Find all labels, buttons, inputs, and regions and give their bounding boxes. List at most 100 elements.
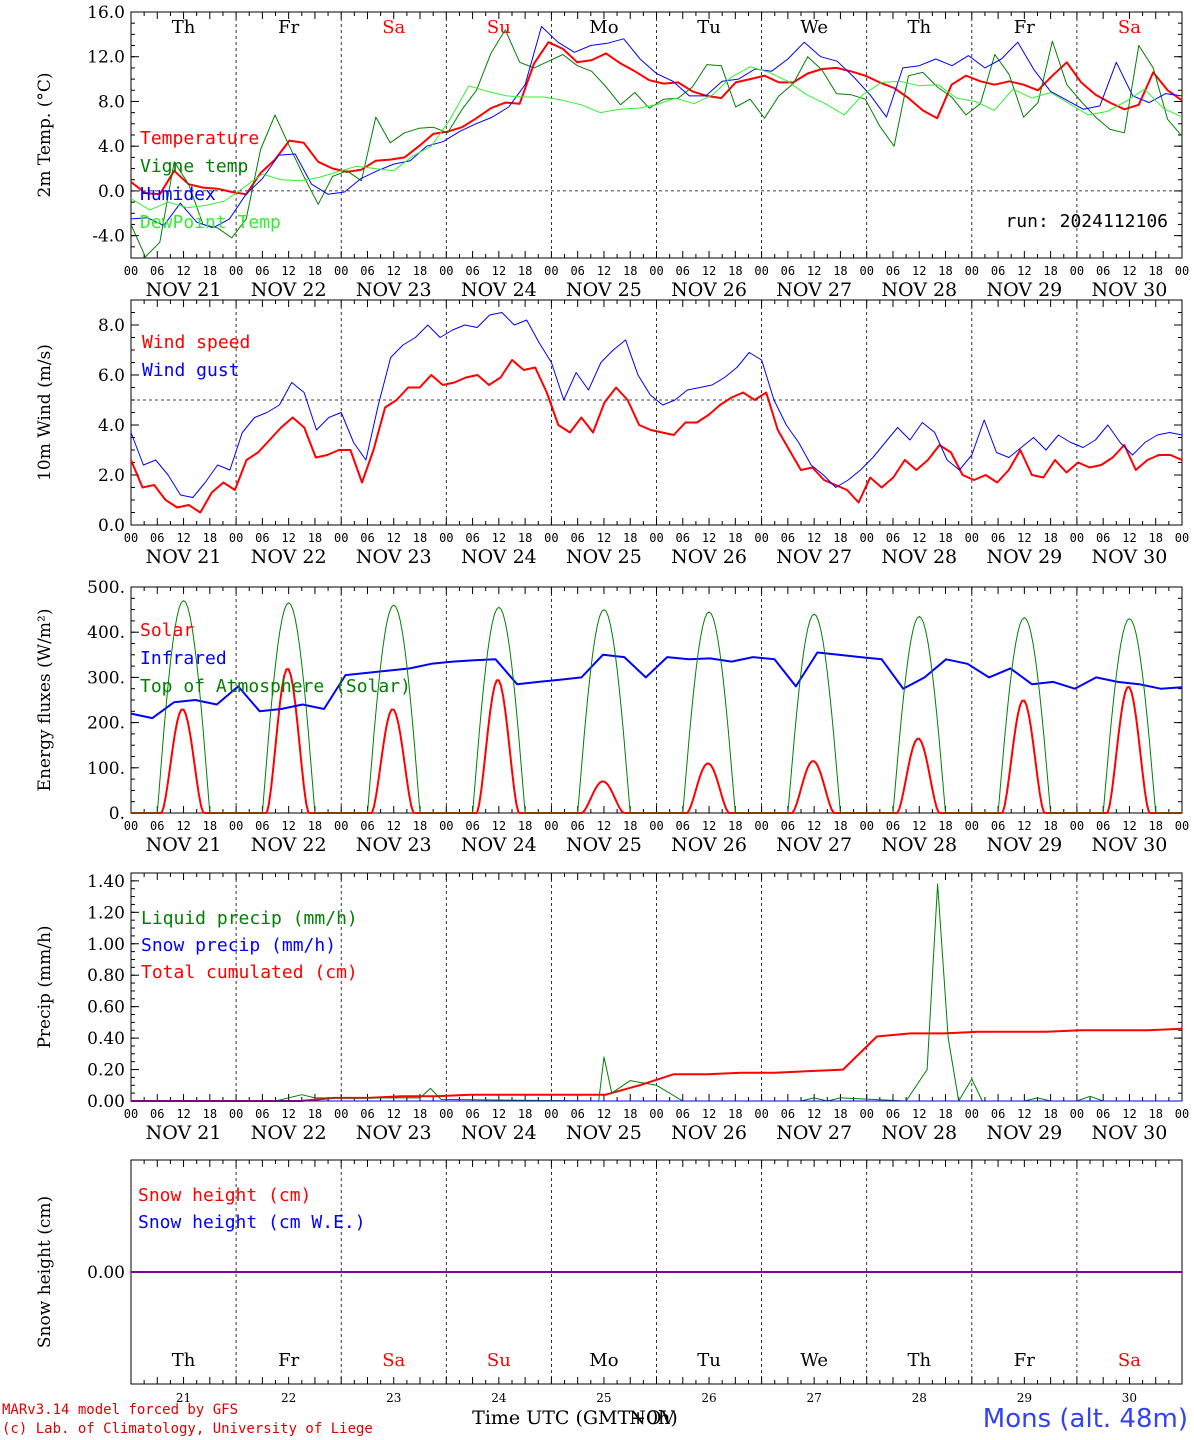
hour-tick-label: 18 — [728, 264, 742, 278]
weekday-label: Fr — [1014, 17, 1035, 38]
weekday-label: Mo — [589, 17, 618, 38]
date-label: NOV 28 — [881, 834, 957, 856]
hour-tick-label: 18 — [308, 819, 322, 833]
hour-tick-label: 12 — [597, 264, 611, 278]
hour-tick-label: 00 — [1070, 264, 1084, 278]
date-label: NOV 23 — [356, 279, 432, 301]
hour-tick-label: 12 — [176, 531, 190, 545]
hour-tick-label: 18 — [1148, 1107, 1162, 1121]
date-label: NOV 24 — [461, 546, 537, 568]
weekday-label-bottom: We — [800, 1350, 828, 1371]
hour-tick-label: 12 — [597, 1107, 611, 1121]
x-axis-label: Time UTC (GMT+0h) — [472, 1407, 678, 1429]
hour-tick-label: 12 — [702, 819, 716, 833]
date-label: NOV 28 — [881, 279, 957, 301]
y-axis-label: Precip (mm/h) — [35, 925, 55, 1048]
hour-tick-label: 12 — [1122, 819, 1136, 833]
weekday-label-bottom: Fr — [278, 1350, 299, 1371]
hour-tick-label: 18 — [1148, 819, 1162, 833]
y-axis-label: 2m Temp. (°C) — [35, 72, 55, 197]
station-label: Mons (alt. 48m) — [983, 1404, 1188, 1434]
hour-tick-label: 00 — [1070, 531, 1084, 545]
legend-entry: Liquid precip (mm/h) — [141, 908, 358, 929]
hour-tick-label: 12 — [176, 1107, 190, 1121]
hour-tick-label: 06 — [676, 264, 690, 278]
date-label: NOV 25 — [566, 834, 642, 856]
hour-tick-label: 00 — [124, 264, 138, 278]
y-tick-label: 4.0 — [98, 416, 125, 436]
hour-tick-label: 00 — [1175, 264, 1189, 278]
hour-tick-label: 18 — [623, 819, 637, 833]
hour-tick-label: 06 — [360, 531, 374, 545]
legend-entry: Infrared — [140, 648, 227, 669]
hour-tick-label: 12 — [1017, 264, 1031, 278]
date-label: NOV 27 — [776, 546, 852, 568]
y-tick-label: 0.0 — [98, 182, 125, 202]
weekday-label-bottom: Fr — [1014, 1350, 1035, 1371]
date-label: NOV 29 — [986, 834, 1062, 856]
weekday-label: Th — [172, 17, 196, 38]
hour-tick-label: 06 — [1096, 1107, 1110, 1121]
day-number: 22 — [281, 1391, 296, 1405]
y-tick-label: 0.20 — [87, 1061, 125, 1081]
hour-tick-label: 12 — [807, 1107, 821, 1121]
hour-tick-label: 06 — [676, 1107, 690, 1121]
hour-tick-label: 00 — [754, 819, 768, 833]
hour-tick-label: 12 — [702, 531, 716, 545]
date-label: NOV 27 — [776, 834, 852, 856]
hour-tick-label: 12 — [912, 531, 926, 545]
series-line-dewpoint-temp — [130, 66, 1183, 211]
legend-entry: DewPoint Temp — [140, 212, 281, 233]
hour-tick-label: 00 — [229, 1107, 243, 1121]
date-label: NOV 29 — [986, 279, 1062, 301]
hour-tick-label: 18 — [623, 1107, 637, 1121]
hour-tick-label: 12 — [387, 1107, 401, 1121]
hour-tick-label: 06 — [991, 531, 1005, 545]
hour-tick-label: 18 — [518, 819, 532, 833]
day-number: 21 — [176, 1391, 191, 1405]
legend-entry: Temperature — [140, 128, 259, 149]
hour-tick-label: 00 — [649, 1107, 663, 1121]
date-label: NOV 22 — [251, 834, 327, 856]
hour-tick-label: 12 — [807, 531, 821, 545]
hour-tick-label: 18 — [1043, 819, 1057, 833]
hour-tick-label: 18 — [833, 264, 847, 278]
day-number: 28 — [912, 1391, 927, 1405]
y-tick-label: -4.0 — [92, 227, 125, 247]
hour-tick-label: 06 — [886, 1107, 900, 1121]
date-label: NOV 30 — [1092, 834, 1168, 856]
date-label: NOV 26 — [671, 834, 747, 856]
hour-tick-label: 00 — [754, 1107, 768, 1121]
hour-tick-label: 06 — [1096, 531, 1110, 545]
hour-tick-label: 06 — [360, 264, 374, 278]
y-tick-label: 0.00 — [87, 1263, 125, 1283]
legend-entry: Solar — [140, 620, 194, 641]
weekday-label: Fr — [278, 17, 299, 38]
legend-entry: Humidex — [140, 184, 216, 205]
hour-tick-label: 06 — [255, 1107, 269, 1121]
y-tick-label: 4.0 — [98, 137, 125, 157]
series-line-temperature — [130, 41, 1183, 196]
date-label: NOV 23 — [356, 546, 432, 568]
hour-tick-label: 12 — [176, 819, 190, 833]
date-label: NOV 21 — [146, 546, 222, 568]
hour-tick-label: 00 — [1070, 819, 1084, 833]
date-label: NOV 21 — [146, 834, 222, 856]
hour-tick-label: 06 — [255, 264, 269, 278]
date-label: NOV 27 — [776, 1122, 852, 1144]
legend-entry: Vigne temp — [140, 156, 248, 177]
hour-tick-label: 18 — [413, 531, 427, 545]
hour-tick-label: 06 — [570, 531, 584, 545]
hour-tick-label: 00 — [649, 264, 663, 278]
y-tick-label: 0.40 — [87, 1029, 125, 1049]
hour-tick-label: 18 — [203, 819, 217, 833]
hour-tick-label: 12 — [597, 819, 611, 833]
date-label: NOV 21 — [146, 1122, 222, 1144]
hour-tick-label: 00 — [649, 819, 663, 833]
hour-tick-label: 00 — [859, 531, 873, 545]
hour-tick-label: 18 — [1043, 1107, 1057, 1121]
hour-tick-label: 06 — [991, 1107, 1005, 1121]
date-label: NOV 30 — [1092, 279, 1168, 301]
